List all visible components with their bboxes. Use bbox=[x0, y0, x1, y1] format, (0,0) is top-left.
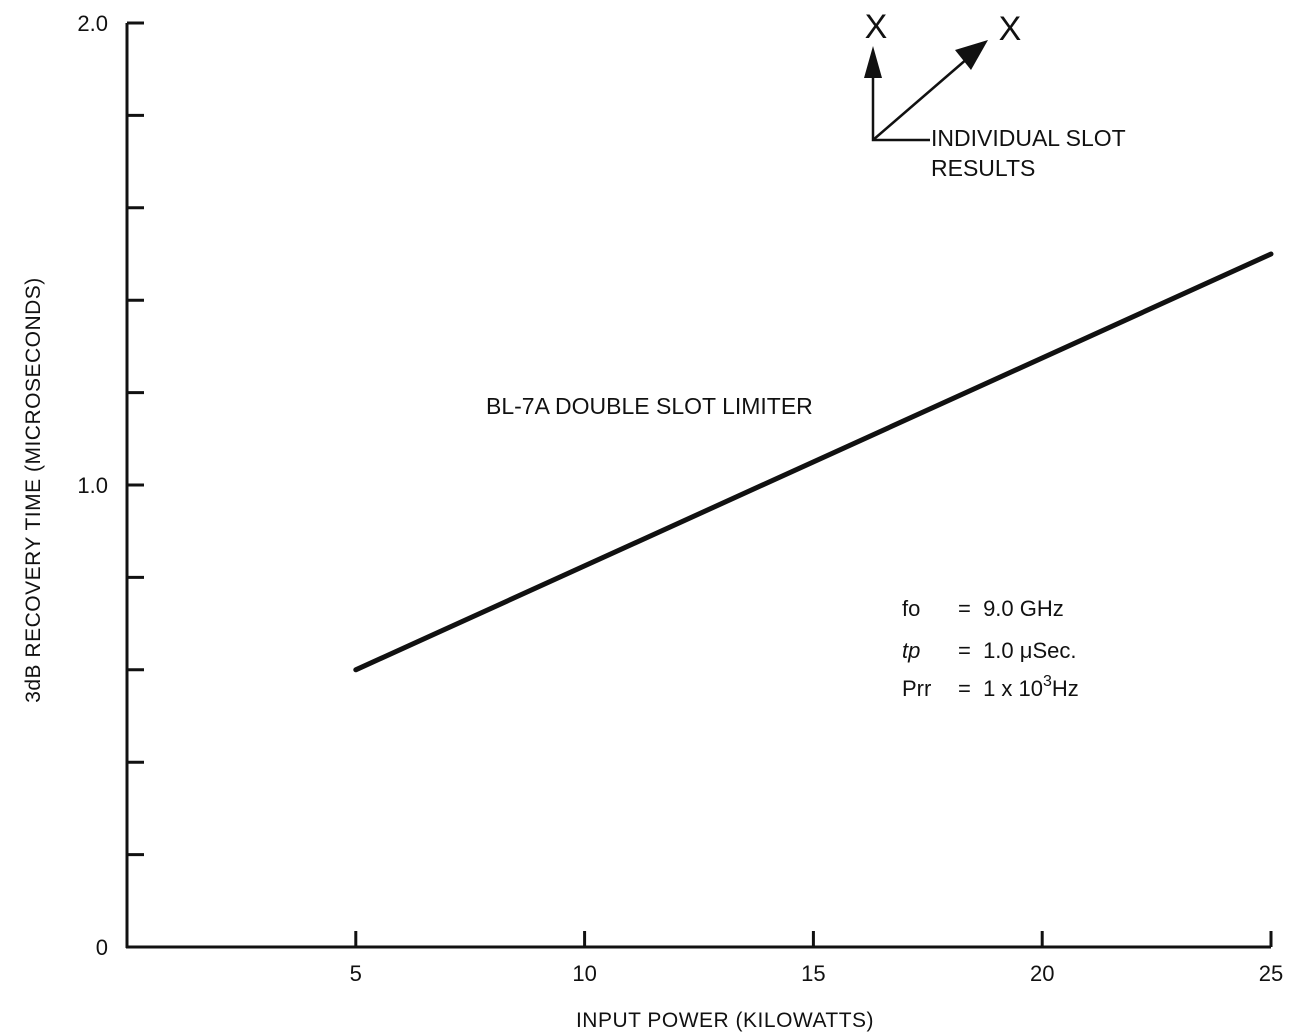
param-fo-label: fo bbox=[902, 596, 920, 621]
diagonal-arrow-icon bbox=[955, 40, 988, 70]
series-line bbox=[353, 251, 1274, 673]
axes bbox=[125, 23, 1271, 949]
x-axis-title: INPUT POWER (KILOWATTS) bbox=[576, 1009, 874, 1032]
x-tick-label: 20 bbox=[1030, 961, 1054, 986]
param-prr-exponent: 3 bbox=[1043, 673, 1052, 690]
param-prr-label: Prr bbox=[902, 676, 931, 701]
param-prr-value: = 1 x 103Hz bbox=[958, 673, 1079, 701]
x-tick-label: 25 bbox=[1259, 961, 1283, 986]
legend-leader-line bbox=[871, 70, 930, 142]
y-axis-title: 3dB RECOVERY TIME (MICROSECONDS) bbox=[22, 277, 45, 703]
diagonal-leader-line bbox=[872, 57, 969, 141]
param-prr-suffix: Hz bbox=[1052, 676, 1079, 701]
x-ticks: 5 10 15 20 25 bbox=[350, 931, 1283, 986]
x-tick-label: 10 bbox=[572, 961, 596, 986]
slot-marker-x: X bbox=[865, 8, 888, 46]
param-prr-prefix: = 1 x 10 bbox=[958, 676, 1043, 701]
y-tick-label: 1.0 bbox=[77, 473, 108, 498]
y-tick-label: 0 bbox=[96, 935, 108, 960]
series-label: BL-7A DOUBLE SLOT LIMITER bbox=[486, 393, 813, 419]
parameter-block: fo = 9.0 GHz tp = 1.0 μSec. Prr = 1 x 10… bbox=[902, 596, 1079, 701]
y-ticks: 0 1.0 2.0 bbox=[77, 11, 144, 960]
param-tp-label: tp bbox=[902, 638, 920, 663]
y-tick-label: 2.0 bbox=[77, 11, 108, 36]
legend-text-line1: INDIVIDUAL SLOT bbox=[931, 125, 1126, 151]
param-tp-value: = 1.0 μSec. bbox=[958, 638, 1076, 663]
slot-marker-x: X bbox=[999, 10, 1022, 48]
slot-results-legend: X X INDIVIDUAL SLOT RESULTS bbox=[864, 8, 1126, 181]
legend-text-line2: RESULTS bbox=[931, 155, 1035, 181]
x-tick-label: 15 bbox=[801, 961, 825, 986]
up-arrow-icon bbox=[864, 46, 882, 78]
x-tick-label: 5 bbox=[350, 961, 362, 986]
param-fo-value: = 9.0 GHz bbox=[958, 596, 1064, 621]
series-group bbox=[353, 251, 1274, 673]
